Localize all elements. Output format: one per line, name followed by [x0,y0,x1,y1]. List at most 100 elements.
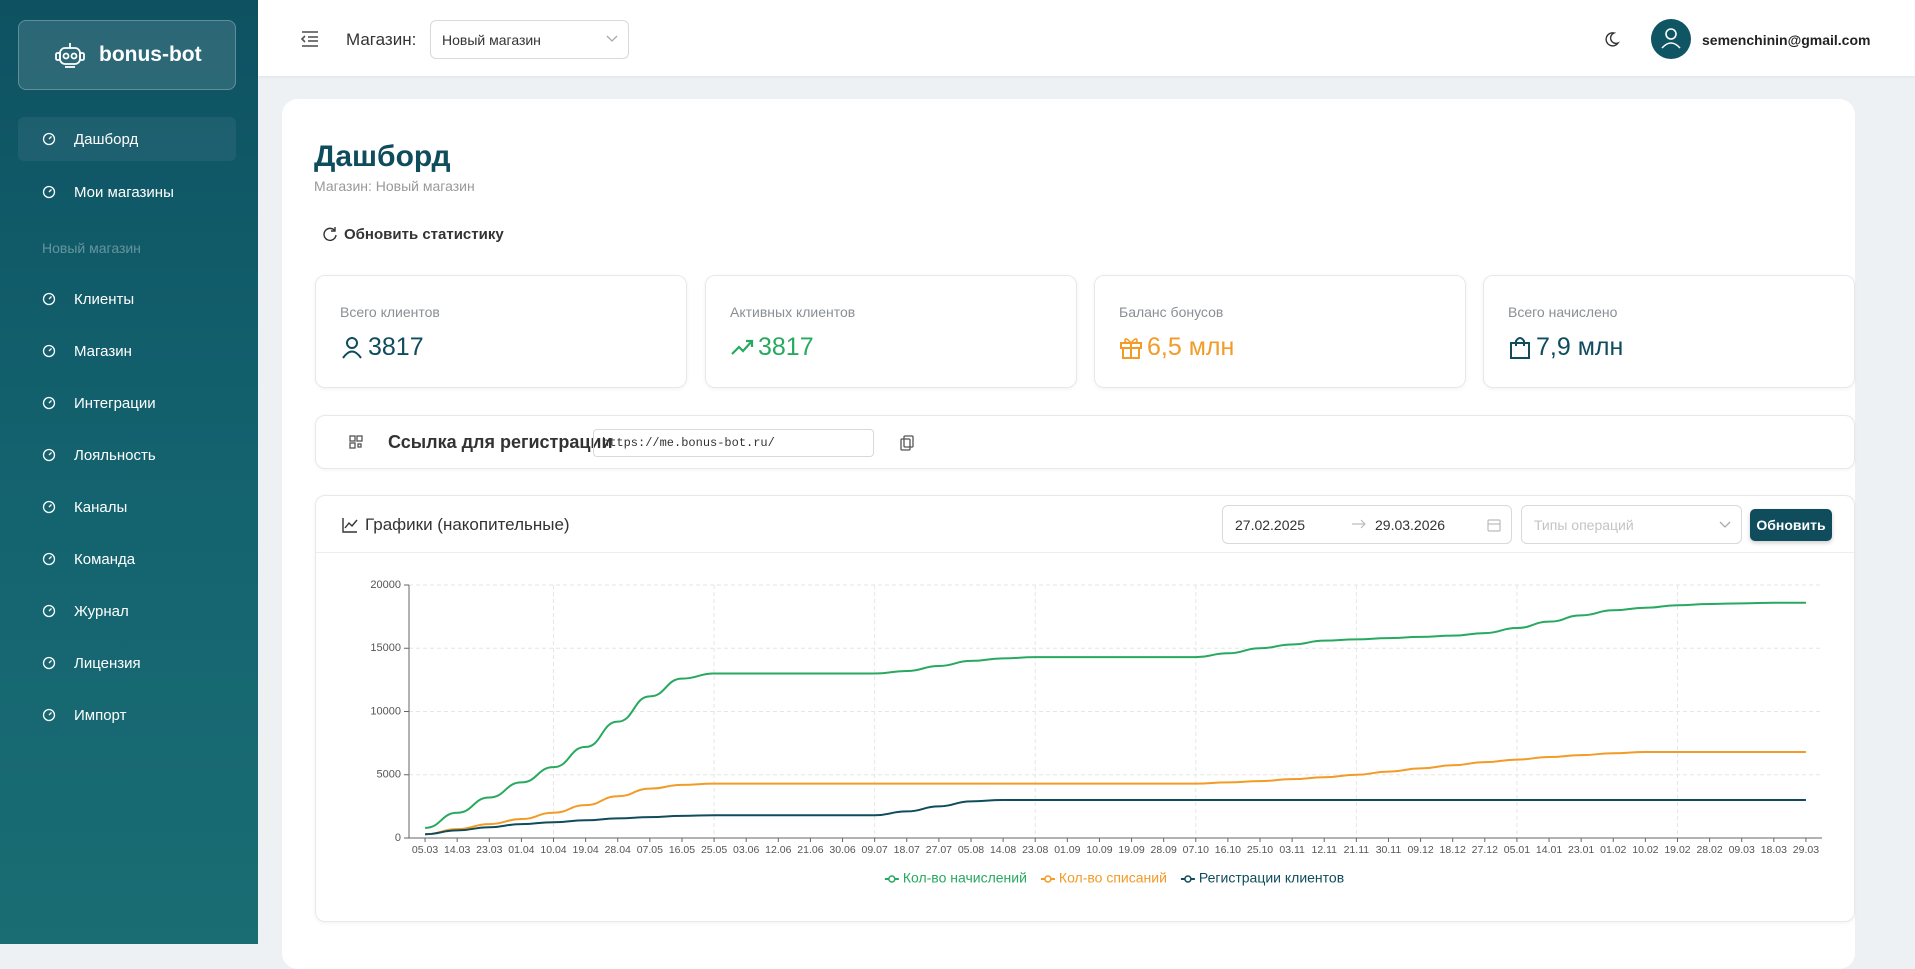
stat-icon [1120,338,1142,359]
x-tick-label: 19.09 [1118,844,1144,856]
y-tick-label: 0 [395,832,401,844]
menu-label: Мои магазины [74,184,174,201]
copy-button[interactable] [900,435,914,451]
menu-item[interactable]: Клиенты [18,277,236,321]
menu-item[interactable]: Интеграции [18,381,236,425]
stat-card: Всего клиентов 3817 [315,275,687,388]
y-tick-label: 5000 [377,769,401,781]
menu-icon [42,708,56,722]
x-tick-label: 12.11 [1311,844,1337,856]
x-tick-label: 10.04 [540,844,566,856]
x-tick-label: 23.01 [1568,844,1594,856]
x-tick-label: 21.11 [1344,844,1370,856]
x-tick-label: 21.06 [797,844,823,856]
legend-marker [1044,875,1052,883]
legend-label: Кол-во начислений [903,870,1027,886]
x-tick-label: 07.10 [1183,844,1209,856]
x-tick-label: 16.10 [1215,844,1241,856]
x-tick-label: 30.11 [1376,844,1402,856]
stat-value: 3817 [758,333,814,361]
logo-text: bonus-bot [99,43,202,66]
line [424,601,1806,829]
stat-value: 6,5 млн [1147,333,1235,361]
store-select[interactable]: Новый магазин [430,20,629,59]
menu-label: Импорт [74,707,127,724]
x-tick-label: 03.06 [733,844,759,856]
avatar[interactable] [1651,19,1691,59]
x-tick-label: 09.07 [862,844,888,856]
x-tick-label: 14.01 [1536,844,1562,856]
menu-item[interactable]: Мои магазины [18,170,236,214]
legend-label: Кол-во списаний [1059,870,1167,886]
x-tick-label: 23.03 [476,844,502,856]
x-tick-label: 10.09 [1086,844,1112,856]
line [425,750,1806,836]
menu-label: Лояльность [74,447,156,464]
menu-toggle[interactable] [300,30,320,48]
menu-label: Каналы [74,499,128,516]
divider [316,552,1854,553]
menu-icon [42,656,56,670]
stat-icon [731,339,754,355]
logo-icon [55,43,85,68]
stat-card: Всего начислено 7,9 млн [1483,275,1855,388]
section-label: Новый магазин [42,240,141,256]
stat-label: Всего начислено [1508,304,1618,320]
x-tick-label: 28.09 [1151,844,1177,856]
menu-item[interactable]: Каналы [18,485,236,529]
menu-icon [42,500,56,514]
menu-item[interactable]: Лояльность [18,433,236,477]
x-tick-label: 05.01 [1504,844,1530,856]
qr-icon [349,435,363,449]
x-tick-label: 01.02 [1600,844,1626,856]
stat-label: Всего клиентов [340,304,440,320]
menu-icon [42,396,56,410]
menu-item[interactable]: Дашборд [18,117,236,161]
user-email[interactable]: semenchinin@gmail.com [1702,32,1871,48]
theme-toggle[interactable] [1604,31,1620,47]
x-tick-label: 18.03 [1761,844,1787,856]
menu-label: Журнал [74,603,129,620]
operations-placeholder: Типы операций [1534,517,1634,533]
y-tick-label: 15000 [370,642,401,654]
logo[interactable]: bonus-bot [18,20,236,90]
legend-item[interactable]: Регистрации клиентов [1180,870,1344,886]
menu-label: Дашборд [74,131,139,148]
y-tick-label: 10000 [370,705,401,717]
operations-select[interactable]: Типы операций [1521,505,1742,544]
x-tick-label: 07.05 [637,844,663,856]
menu-item[interactable]: Импорт [18,693,236,737]
menu-item[interactable]: Магазин [18,329,236,373]
menu-item[interactable]: Команда [18,537,236,581]
store-value: Новый магазин [442,32,541,48]
update-button[interactable]: Обновить [1750,509,1832,541]
date-from[interactable]: 27.02.2025 [1235,517,1306,533]
store-label: Магазин: [346,30,417,49]
x-tick-label: 23.08 [1022,844,1048,856]
date-range[interactable]: 27.02.2025 29.03.2026 [1222,505,1512,544]
link-input[interactable]: https://me.bonus-bot.ru/ [593,429,874,457]
stat-icon [1510,337,1530,359]
x-tick-label: 27.07 [926,844,952,856]
menu-item[interactable]: Журнал [18,589,236,633]
menu-icon [42,132,56,146]
x-tick-label: 14.03 [444,844,470,856]
menu-label: Магазин [74,343,132,360]
menu-icon [42,292,56,306]
menu-label: Лицензия [74,655,141,672]
chevron [1719,521,1731,528]
page-subtitle: Магазин: Новый магазин [314,178,475,194]
x-tick-label: 01.09 [1054,844,1080,856]
legend-item[interactable]: Кол-во начислений [884,870,1027,886]
range-arrow [1352,519,1366,529]
x-tick-label: 18.12 [1440,844,1466,856]
x-tick-label: 28.04 [605,844,631,856]
x-tick-label: 16.05 [669,844,695,856]
date-to[interactable]: 29.03.2026 [1375,517,1446,533]
menu-item[interactable]: Лицензия [18,641,236,685]
legend-marker [1184,875,1192,883]
y-tick-label: 20000 [370,579,401,591]
legend-item[interactable]: Кол-во списаний [1040,870,1167,886]
